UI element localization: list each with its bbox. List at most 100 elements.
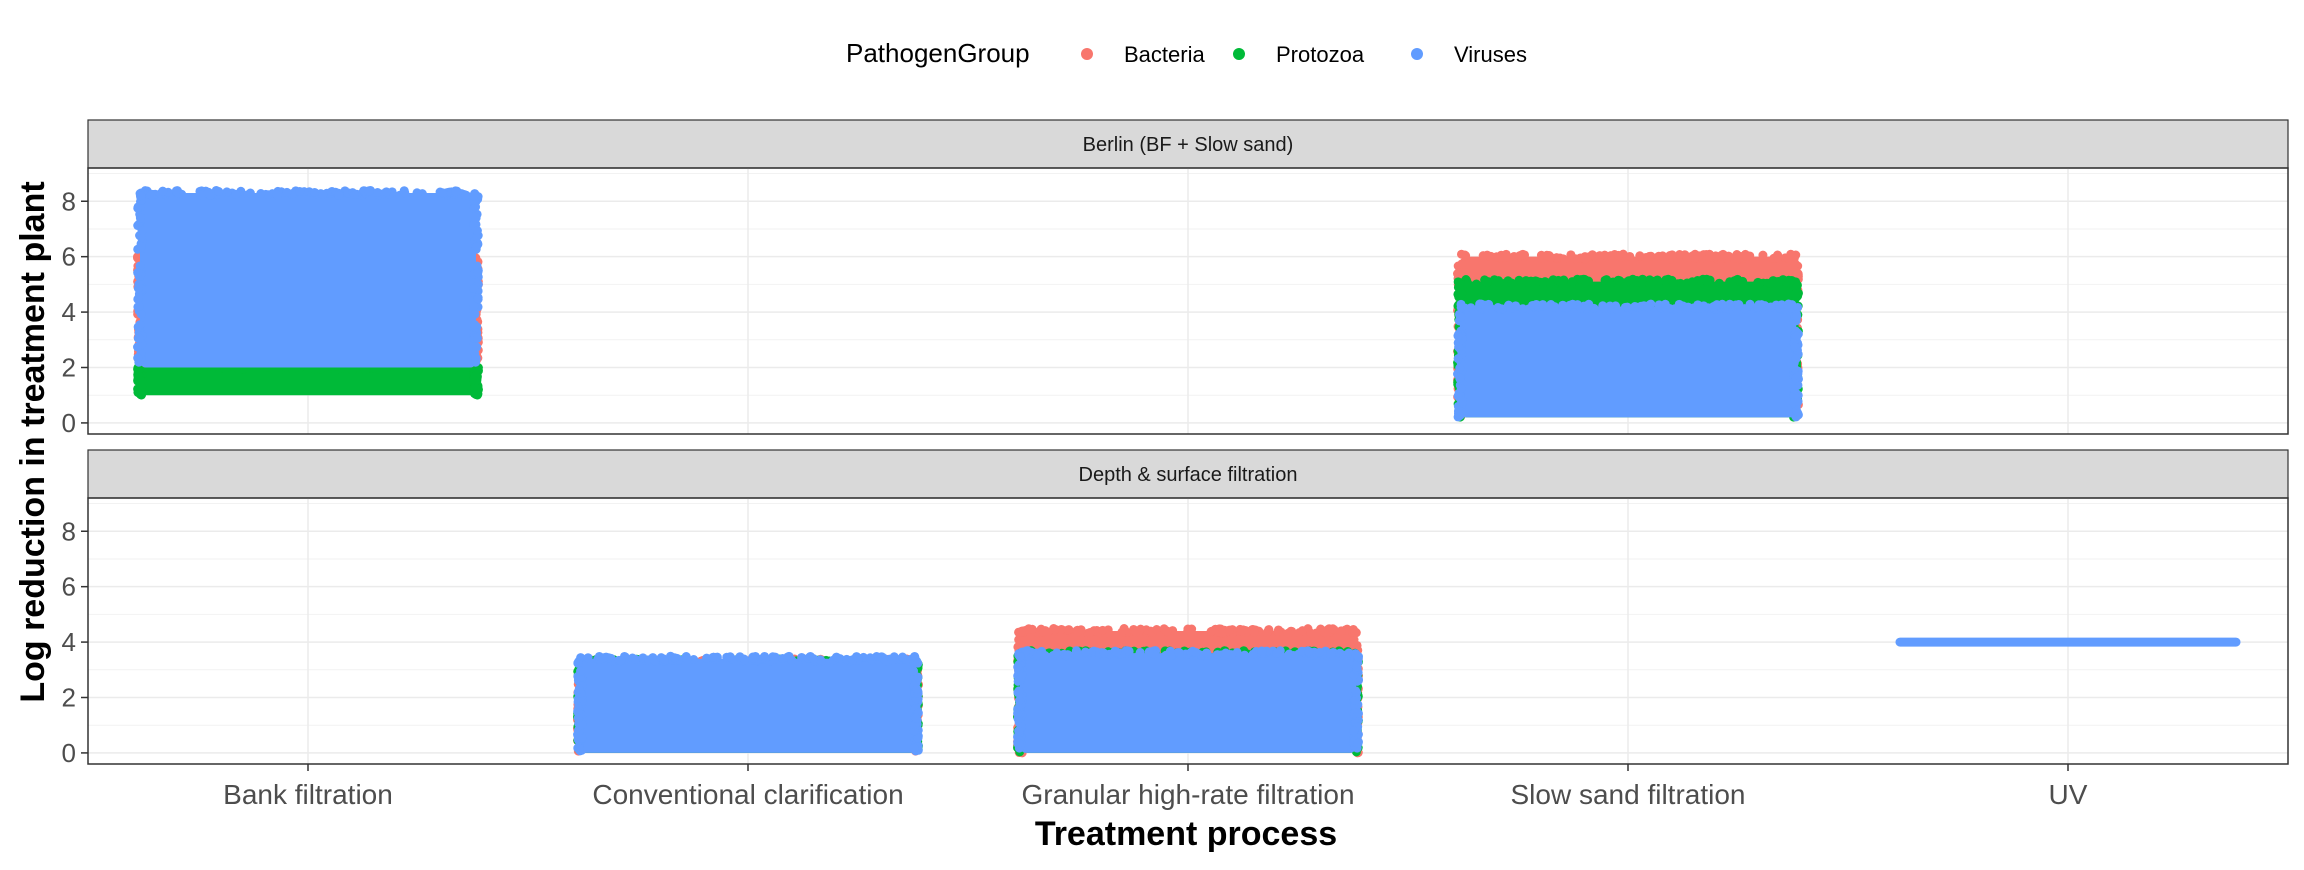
point-slow-sand-filtration-protozoa	[1714, 278, 1724, 288]
point-slow-sand-filtration-viruses	[1712, 300, 1722, 310]
point-granular-high-rate-filtration-viruses	[1014, 738, 1024, 748]
point-bank-filtration-viruses	[140, 192, 476, 368]
point-granular-high-rate-filtration-viruses	[1015, 652, 1025, 662]
point-slow-sand-filtration-viruses	[1511, 301, 1521, 311]
point-granular-high-rate-filtration-viruses	[1326, 649, 1336, 659]
point-conventional-clarification-viruses	[599, 653, 609, 663]
point-bank-filtration-viruses	[469, 191, 479, 201]
facet-strip	[87, 449, 2289, 499]
point-slow-sand-filtration-bacteria	[1786, 249, 1796, 259]
point-slow-sand-filtration-viruses	[1683, 302, 1693, 312]
point-bank-filtration-viruses	[263, 190, 273, 200]
point-bank-filtration-viruses	[451, 187, 461, 197]
point-slow-sand-filtration-viruses	[1630, 302, 1640, 312]
point-slow-sand-filtration-viruses	[1599, 303, 1609, 313]
point-slow-sand-filtration-viruses	[1457, 397, 1467, 407]
point-slow-sand-filtration-viruses	[1791, 373, 1801, 383]
point-conventional-clarification-viruses	[909, 666, 919, 676]
point-granular-high-rate-filtration-bacteria	[1306, 628, 1316, 638]
point-conventional-clarification-viruses	[670, 653, 680, 663]
point-granular-high-rate-filtration-bacteria	[1350, 627, 1360, 637]
point-granular-high-rate-filtration-bacteria	[1336, 626, 1346, 636]
point-granular-high-rate-filtration-bacteria	[1098, 625, 1108, 635]
point-bank-filtration-viruses	[137, 226, 147, 236]
point-granular-high-rate-filtration-viruses	[1353, 738, 1363, 748]
point-slow-sand-filtration-viruses	[1695, 303, 1705, 313]
point-slow-sand-filtration-bacteria	[1758, 250, 1768, 260]
point-slow-sand-filtration-viruses	[1455, 363, 1465, 373]
point-bank-filtration-viruses	[364, 186, 374, 196]
point-granular-high-rate-filtration-bacteria	[1262, 627, 1272, 637]
point-slow-sand-filtration-viruses	[1576, 303, 1586, 313]
point-bank-filtration-viruses	[256, 189, 266, 199]
point-slow-sand-filtration-protozoa	[1725, 277, 1735, 287]
point-slow-sand-filtration-bacteria	[1724, 251, 1734, 261]
point-slow-sand-filtration-viruses	[1538, 301, 1548, 311]
point-slow-sand-filtration-bacteria	[1600, 250, 1610, 260]
point-slow-sand-filtration-viruses	[1789, 363, 1799, 373]
point-slow-sand-filtration-protozoa	[1605, 279, 1615, 289]
point-bank-filtration-protozoa	[471, 376, 481, 386]
point-conventional-clarification-viruses	[865, 653, 875, 663]
y-tick-label: 4	[62, 627, 76, 657]
point-conventional-clarification-viruses	[577, 733, 587, 743]
point-conventional-clarification-viruses	[913, 733, 923, 743]
point-slow-sand-filtration-viruses	[1558, 300, 1568, 310]
point-slow-sand-filtration-viruses	[1789, 384, 1799, 394]
legend-key-protozoa	[1233, 48, 1245, 60]
point-bank-filtration-viruses	[158, 186, 168, 196]
point-bank-filtration-viruses	[472, 241, 482, 251]
point-bank-filtration-viruses	[472, 226, 482, 236]
legend-label-protozoa: Protozoa	[1276, 42, 1365, 67]
point-granular-high-rate-filtration-viruses	[1112, 647, 1122, 657]
point-slow-sand-filtration-bacteria	[1675, 250, 1685, 260]
point-slow-sand-filtration-viruses	[1453, 354, 1463, 364]
point-slow-sand-filtration-viruses	[1793, 397, 1803, 407]
point-slow-sand-filtration-viruses	[1456, 302, 1466, 312]
point-bank-filtration-viruses	[412, 189, 422, 199]
point-slow-sand-filtration-protozoa	[1567, 277, 1577, 287]
point-slow-sand-filtration-bacteria	[1542, 250, 1552, 260]
y-tick-label: 8	[62, 516, 76, 546]
point-conventional-clarification-viruses	[898, 652, 908, 662]
point-granular-high-rate-filtration-viruses	[1191, 648, 1201, 658]
point-conventional-clarification-viruses	[770, 654, 780, 664]
point-conventional-clarification-viruses	[574, 684, 584, 694]
point-conventional-clarification-viruses	[580, 658, 916, 753]
point-slow-sand-filtration-viruses	[1643, 302, 1653, 312]
point-granular-high-rate-filtration-viruses	[1212, 650, 1222, 660]
point-slow-sand-filtration-viruses	[1745, 299, 1755, 309]
point-bank-filtration-viruses	[469, 301, 479, 311]
point-bank-filtration-viruses	[461, 190, 471, 200]
point-slow-sand-filtration-protozoa	[1765, 278, 1775, 288]
point-slow-sand-filtration-bacteria	[1625, 251, 1635, 261]
point-slow-sand-filtration-viruses	[1568, 299, 1578, 309]
point-bank-filtration-viruses	[136, 241, 146, 251]
point-granular-high-rate-filtration-viruses	[1040, 651, 1050, 661]
point-slow-sand-filtration-protozoa	[1738, 278, 1748, 288]
point-bank-filtration-viruses	[318, 190, 328, 200]
point-bank-filtration-viruses	[437, 188, 447, 198]
y-tick-label: 0	[62, 738, 76, 768]
point-slow-sand-filtration-protozoa	[1545, 278, 1555, 288]
point-granular-high-rate-filtration-bacteria	[1237, 626, 1247, 636]
point-bank-filtration-viruses	[473, 268, 483, 278]
point-bank-filtration-viruses	[471, 353, 481, 363]
point-slow-sand-filtration-protozoa	[1753, 277, 1763, 287]
point-slow-sand-filtration-bacteria	[1515, 251, 1525, 261]
point-granular-high-rate-filtration-viruses	[1344, 648, 1354, 658]
point-bank-filtration-viruses	[373, 188, 383, 198]
legend-title: PathogenGroup	[846, 38, 1030, 68]
point-slow-sand-filtration-viruses	[1518, 304, 1528, 314]
point-slow-sand-filtration-bacteria	[1773, 253, 1783, 263]
point-conventional-clarification-viruses	[576, 666, 586, 676]
point-slow-sand-filtration-bacteria	[1558, 254, 1568, 264]
point-bank-filtration-viruses	[245, 188, 255, 198]
point-granular-high-rate-filtration-viruses	[1315, 647, 1325, 657]
point-slow-sand-filtration-bacteria	[1658, 251, 1668, 261]
point-slow-sand-filtration-protozoa	[1687, 277, 1697, 287]
point-slow-sand-filtration-viruses	[1753, 303, 1763, 313]
point-granular-high-rate-filtration-viruses	[1283, 650, 1293, 660]
point-granular-high-rate-filtration-viruses	[1304, 647, 1314, 657]
